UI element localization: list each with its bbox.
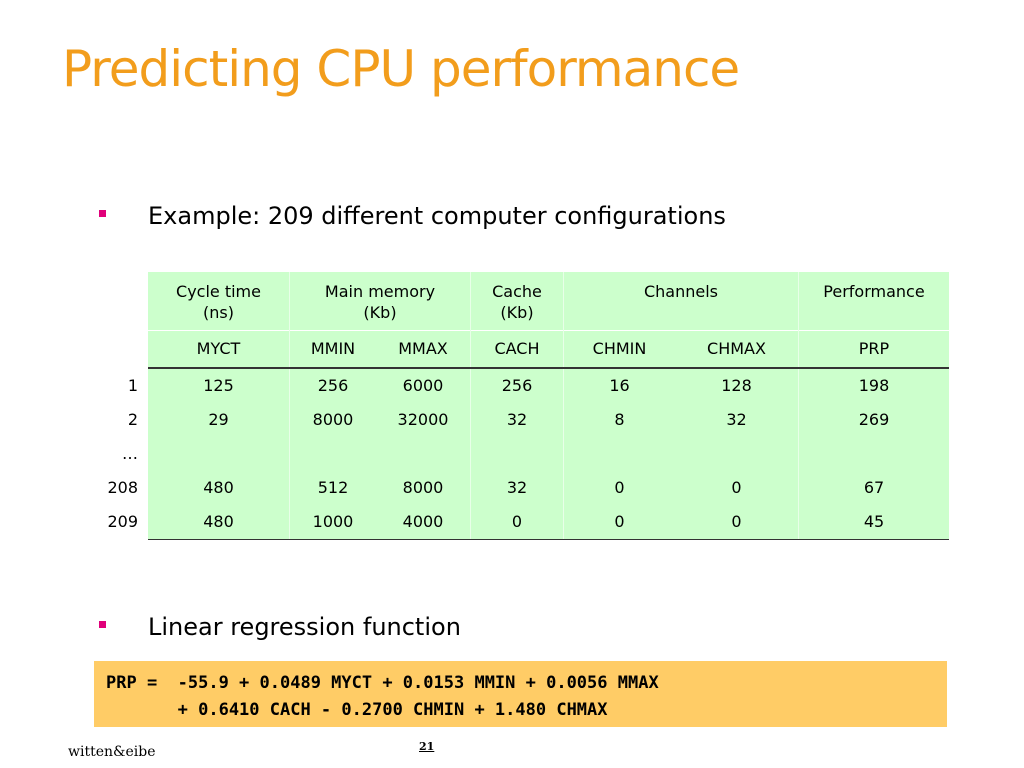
table-cell: 480	[148, 504, 290, 540]
row-id: 208	[98, 470, 148, 505]
table-cell	[148, 436, 290, 471]
table-cell: 8000	[289, 402, 376, 437]
table-cell: 8000	[376, 470, 471, 505]
row-id: 1	[98, 367, 148, 403]
regression-formula-box: PRP = -55.9 + 0.0489 MYCT + 0.0153 MMIN …	[94, 661, 947, 727]
row-id: …	[98, 436, 148, 471]
formula-line: + 0.6410 CACH - 0.2700 CHMIN + 1.480 CHM…	[106, 700, 608, 720]
table-cell	[376, 436, 471, 471]
table-cell: 45	[798, 504, 949, 540]
table-cell: 269	[798, 402, 949, 437]
row-number-header	[98, 329, 148, 368]
header-line: (Kb)	[363, 303, 397, 322]
group-header-cycle-time: Cycle time (ns)	[148, 272, 290, 330]
column-header: CHMAX	[675, 329, 799, 369]
group-header-main-memory: Main memory (Kb)	[289, 272, 471, 330]
slide-title: Predicting CPU performance	[62, 40, 740, 98]
table-cell	[470, 436, 564, 471]
table-cell	[289, 436, 376, 471]
bullet-item: Example: 209 different computer configur…	[99, 202, 726, 230]
table-cell: 32	[470, 402, 564, 437]
bullet-text: Linear regression function	[148, 613, 461, 641]
table-cell	[675, 436, 799, 471]
header-line: Channels	[643, 282, 719, 301]
table-cell: 32000	[376, 402, 471, 437]
table-cell: 0	[675, 470, 799, 505]
table-cell: 6000	[376, 367, 471, 403]
table-row: 1 125 256 6000 256 16 128 198	[98, 367, 949, 403]
table-cell: 8	[563, 402, 675, 437]
table-cell: 512	[289, 470, 376, 505]
table-cell: 1000	[289, 504, 376, 540]
group-header-performance: Performance	[798, 272, 949, 330]
square-bullet-icon	[99, 620, 106, 628]
table-cell: 29	[148, 402, 290, 437]
table-column-header-row: MYCT MMIN MMAX CACH CHMIN CHMAX PRP	[98, 329, 949, 369]
column-header: MMAX	[376, 329, 471, 369]
table-cell: 125	[148, 367, 290, 403]
row-id: 209	[98, 504, 148, 539]
table-cell: 0	[675, 504, 799, 540]
table-row: …	[98, 436, 949, 471]
table-cell: 198	[798, 367, 949, 403]
row-number-header	[98, 272, 148, 330]
table-cell: 4000	[376, 504, 471, 540]
header-line: Performance	[823, 282, 925, 301]
formula-line: PRP = -55.9 + 0.0489 MYCT + 0.0153 MMIN …	[106, 673, 659, 693]
bullet-item: Linear regression function	[99, 613, 461, 641]
table-cell: 0	[563, 504, 675, 540]
table-cell: 480	[148, 470, 290, 505]
table-group-header-row: Cycle time (ns) Main memory (Kb) Cache (…	[98, 272, 949, 330]
footer-credit: witten&eibe	[68, 744, 156, 760]
table-cell: 32	[675, 402, 799, 437]
table-cell: 128	[675, 367, 799, 403]
group-header-cache: Cache (Kb)	[470, 272, 564, 330]
row-id: 2	[98, 402, 148, 437]
table-cell	[798, 436, 949, 471]
page-number: 21	[419, 740, 435, 753]
column-header: MMIN	[289, 329, 376, 369]
column-header: MYCT	[148, 329, 290, 369]
group-header-channels: Channels	[563, 272, 799, 330]
table-cell: 256	[470, 367, 564, 403]
table-cell	[563, 436, 675, 471]
table-row: 208 480 512 8000 32 0 0 67	[98, 470, 949, 505]
column-header: PRP	[798, 329, 949, 369]
column-header: CACH	[470, 329, 564, 369]
header-line: Cycle time	[176, 282, 261, 301]
header-line: Cache	[492, 282, 542, 301]
cpu-data-table: Cycle time (ns) Main memory (Kb) Cache (…	[98, 272, 949, 540]
header-line: Main memory	[324, 282, 436, 301]
column-header: CHMIN	[563, 329, 675, 369]
table-row: 2 29 8000 32000 32 8 32 269	[98, 402, 949, 437]
table-cell: 0	[470, 504, 564, 540]
table-cell: 32	[470, 470, 564, 505]
bullet-text: Example: 209 different computer configur…	[148, 202, 726, 230]
table-cell: 16	[563, 367, 675, 403]
square-bullet-icon	[99, 209, 106, 217]
header-line: (Kb)	[500, 303, 534, 322]
table-cell: 256	[289, 367, 376, 403]
header-line: (ns)	[203, 303, 234, 322]
table-row: 209 480 1000 4000 0 0 0 45	[98, 504, 949, 540]
table-cell: 0	[563, 470, 675, 505]
table-cell: 67	[798, 470, 949, 505]
